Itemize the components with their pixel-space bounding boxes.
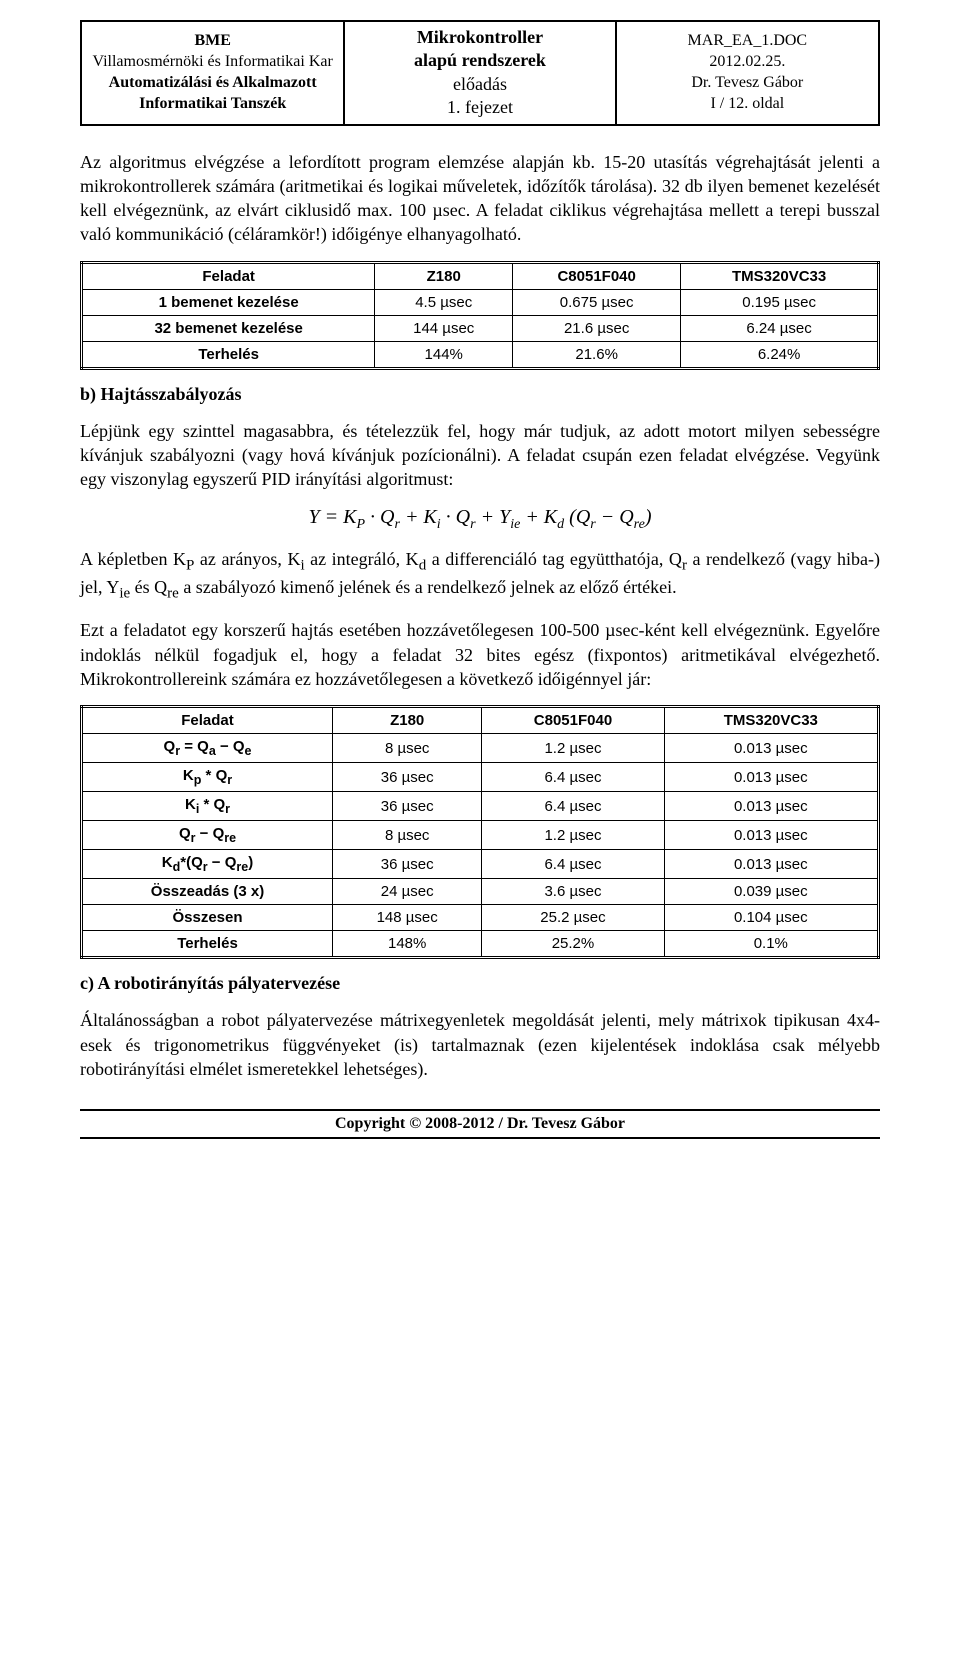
t2-r3c2: 1.2 µsec [482, 821, 664, 850]
t2-r0c3: 0.013 µsec [664, 734, 878, 763]
header-left-line3: Automatizálási és Alkalmazott [109, 74, 317, 91]
t1-r0c0: 1 bemenet kezelése [82, 289, 375, 315]
header-left-line1: BME [194, 32, 230, 49]
t2-h0: Feladat [82, 707, 333, 734]
header-center-line1: Mikrokontroller [417, 27, 543, 47]
t2-r4c2: 6.4 µsec [482, 850, 664, 879]
paragraph-1: Az algoritmus elvégzése a lefordított pr… [80, 150, 880, 247]
t2-r5c1: 24 µsec [333, 879, 482, 905]
page-container: BME Villamosmérnöki és Informatikai Kar … [40, 0, 920, 1159]
paragraph-4: Ezt a feladatot egy korszerű hajtás eset… [80, 618, 880, 691]
t1-h2: C8051F040 [513, 262, 681, 289]
formula: Y = KP · Qr + Ki · Qr + Yie + Kd (Qr − Q… [80, 506, 880, 533]
header-center-line4: 1. fejezet [447, 97, 513, 117]
t1-r0c1: 4.5 µsec [375, 289, 513, 315]
header-right-line3: Dr. Tevesz Gábor [691, 74, 803, 91]
t2-r6c1: 148 µsec [333, 905, 482, 931]
table-1: Feladat Z180 C8051F040 TMS320VC33 1 beme… [80, 261, 880, 370]
t1-r2c0: Terhelés [82, 341, 375, 368]
t1-r1c3: 6.24 µsec [681, 315, 879, 341]
t2-r7c3: 0.1% [664, 931, 878, 958]
t1-h1: Z180 [375, 262, 513, 289]
t1-r2c3: 6.24% [681, 341, 879, 368]
t2-r5c3: 0.039 µsec [664, 879, 878, 905]
header-right-line1: MAR_EA_1.DOC [688, 32, 808, 49]
header-left-line2: Villamosmérnöki és Informatikai Kar [93, 53, 333, 70]
copyright-footer: Copyright © 2008-2012 / Dr. Tevesz Gábor [80, 1109, 880, 1139]
t2-r2c0: Ki * Qr [82, 792, 333, 821]
table-2: Feladat Z180 C8051F040 TMS320VC33 Qr = Q… [80, 705, 880, 959]
t2-r5c0: Összeadás (3 x) [82, 879, 333, 905]
t2-r1c3: 0.013 µsec [664, 763, 878, 792]
t2-r1c1: 36 µsec [333, 763, 482, 792]
section-b-title: b) Hajtásszabályozás [80, 384, 880, 405]
t1-r2c2: 21.6% [513, 341, 681, 368]
t2-r4c1: 36 µsec [333, 850, 482, 879]
header-center-line2: alapú rendszerek [414, 50, 546, 70]
t2-h3: TMS320VC33 [664, 707, 878, 734]
section-c-title: c) A robotirányítás pályatervezése [80, 973, 880, 994]
t2-r6c2: 25.2 µsec [482, 905, 664, 931]
header-center-cell: Mikrokontroller alapú rendszerek előadás… [344, 21, 615, 125]
document-header: BME Villamosmérnöki és Informatikai Kar … [80, 20, 880, 126]
t1-h3: TMS320VC33 [681, 262, 879, 289]
t2-r7c0: Terhelés [82, 931, 333, 958]
paragraph-3: A képletben KP az arányos, Ki az integrá… [80, 547, 880, 605]
header-right-cell: MAR_EA_1.DOC 2012.02.25. Dr. Tevesz Gábo… [616, 21, 879, 125]
t2-r7c2: 25.2% [482, 931, 664, 958]
paragraph-2: Lépjünk egy szinttel magasabbra, és téte… [80, 419, 880, 492]
t1-r0c3: 0.195 µsec [681, 289, 879, 315]
t2-r0c0: Qr = Qa − Qe [82, 734, 333, 763]
t1-r0c2: 0.675 µsec [513, 289, 681, 315]
t2-r0c1: 8 µsec [333, 734, 482, 763]
t2-r6c0: Összesen [82, 905, 333, 931]
t2-r2c1: 36 µsec [333, 792, 482, 821]
header-left-line4: Informatikai Tanszék [139, 95, 286, 112]
t2-h1: Z180 [333, 707, 482, 734]
header-right-line4: I / 12. oldal [710, 95, 784, 112]
paragraph-5: Általánosságban a robot pályatervezése m… [80, 1008, 880, 1081]
header-left-cell: BME Villamosmérnöki és Informatikai Kar … [81, 21, 344, 125]
t1-r1c1: 144 µsec [375, 315, 513, 341]
t2-r2c3: 0.013 µsec [664, 792, 878, 821]
t2-r6c3: 0.104 µsec [664, 905, 878, 931]
t2-r7c1: 148% [333, 931, 482, 958]
t1-r2c1: 144% [375, 341, 513, 368]
t2-r3c3: 0.013 µsec [664, 821, 878, 850]
t2-r3c1: 8 µsec [333, 821, 482, 850]
t1-r1c2: 21.6 µsec [513, 315, 681, 341]
t2-r3c0: Qr − Qre [82, 821, 333, 850]
t2-r4c0: Kd*(Qr − Qre) [82, 850, 333, 879]
t2-r1c0: Kp * Qr [82, 763, 333, 792]
t2-r1c2: 6.4 µsec [482, 763, 664, 792]
t2-r2c2: 6.4 µsec [482, 792, 664, 821]
t2-r5c2: 3.6 µsec [482, 879, 664, 905]
header-center-line3: előadás [453, 74, 507, 94]
t2-h2: C8051F040 [482, 707, 664, 734]
t1-r1c0: 32 bemenet kezelése [82, 315, 375, 341]
header-right-line2: 2012.02.25. [709, 53, 785, 70]
t2-r4c3: 0.013 µsec [664, 850, 878, 879]
t2-r0c2: 1.2 µsec [482, 734, 664, 763]
t1-h0: Feladat [82, 262, 375, 289]
